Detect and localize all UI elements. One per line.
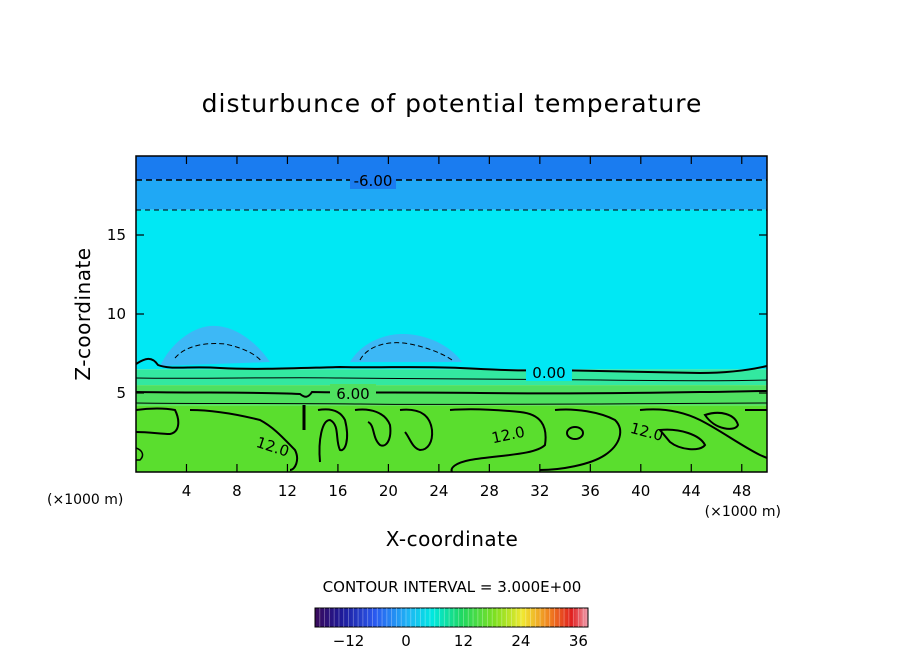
contour-loop-right xyxy=(703,411,740,430)
x-tick-label: 12 xyxy=(278,482,297,500)
contour-line-twelve-i xyxy=(658,428,707,451)
contour-line-six xyxy=(136,390,767,398)
x-tick-label: 16 xyxy=(328,482,347,500)
x-tick-label: 24 xyxy=(429,482,448,500)
x-tick-label: 20 xyxy=(379,482,398,500)
colorbar xyxy=(314,607,589,628)
x-tick-label: 4 xyxy=(182,482,192,500)
y-tick-label: 5 xyxy=(116,384,126,402)
contour-line-zero xyxy=(136,357,767,375)
contour-label-bg-neg6 xyxy=(350,171,396,189)
x-tick-label: 28 xyxy=(480,482,499,500)
plot-area xyxy=(136,156,767,472)
x-tick-label: 32 xyxy=(530,482,549,500)
colorbar-tick-label: 12 xyxy=(454,632,473,650)
x-axis: 4 8 12 16 20 24 28 32 36 40 44 48 xyxy=(182,156,751,500)
cool-blob-left xyxy=(160,325,270,366)
contour-label-bg-zero xyxy=(526,363,572,381)
x-tick-label: 36 xyxy=(581,482,600,500)
colorbar-tick-label: −12 xyxy=(333,632,365,650)
contour-line-twelve-b xyxy=(189,409,299,471)
contour-label-neg6: -6.00 xyxy=(354,172,393,190)
y-axis-unit: (×1000 m) xyxy=(47,492,123,508)
colorbar-stripes xyxy=(319,608,584,627)
contour-label-bg-six xyxy=(330,384,376,402)
contour-line-twelve-e xyxy=(399,408,434,452)
colorbar-ticks: −12 0 12 24 36 xyxy=(333,632,588,650)
contour-line-twelve-h xyxy=(639,408,767,459)
x-tick-label: 40 xyxy=(631,482,650,500)
chart-title: disturbunce of potential temperature xyxy=(202,89,703,118)
x-tick-label: 8 xyxy=(232,482,242,500)
contour-line-3 xyxy=(136,377,767,382)
colorbar-tick-label: 0 xyxy=(401,632,411,650)
contour-label-zero: 0.00 xyxy=(532,364,565,382)
contour-line-twelve-g xyxy=(539,408,622,471)
colorbar-tick-label: 24 xyxy=(511,632,530,650)
contour-loop-small xyxy=(566,426,584,440)
y-tick-label: 15 xyxy=(107,226,126,244)
heatmap-band xyxy=(136,179,767,210)
contour-line-9 xyxy=(136,402,767,405)
contour-line-twelve-c xyxy=(317,408,349,463)
contour-dashed-blob-mid xyxy=(359,342,453,361)
heatmap-band xyxy=(136,405,767,472)
x-axis-label: X-coordinate xyxy=(386,527,519,551)
y-tick-label: 10 xyxy=(107,305,126,323)
x-axis-unit: (×1000 m) xyxy=(705,504,781,520)
colorbar-tick-label: 36 xyxy=(569,632,588,650)
heatmap-band xyxy=(136,369,767,386)
contour-bottom-left-loop xyxy=(136,447,144,461)
heatmap-band xyxy=(136,385,767,406)
x-tick-label: 44 xyxy=(682,482,701,500)
contour-interval-text: CONTOUR INTERVAL = 3.000E+00 xyxy=(323,578,582,596)
contour-line-twelve-a xyxy=(136,407,180,436)
x-tick-label: 48 xyxy=(732,482,751,500)
y-axis-label: Z-coordinate xyxy=(71,247,95,380)
y-axis: 5 10 15 xyxy=(107,226,767,402)
contour-line-twelve-d xyxy=(354,408,392,447)
contour-line-twelve-f xyxy=(449,408,547,472)
heatmap-band xyxy=(136,156,767,180)
cool-blob-middle xyxy=(350,333,462,362)
contour-label-six: 6.00 xyxy=(336,385,369,403)
